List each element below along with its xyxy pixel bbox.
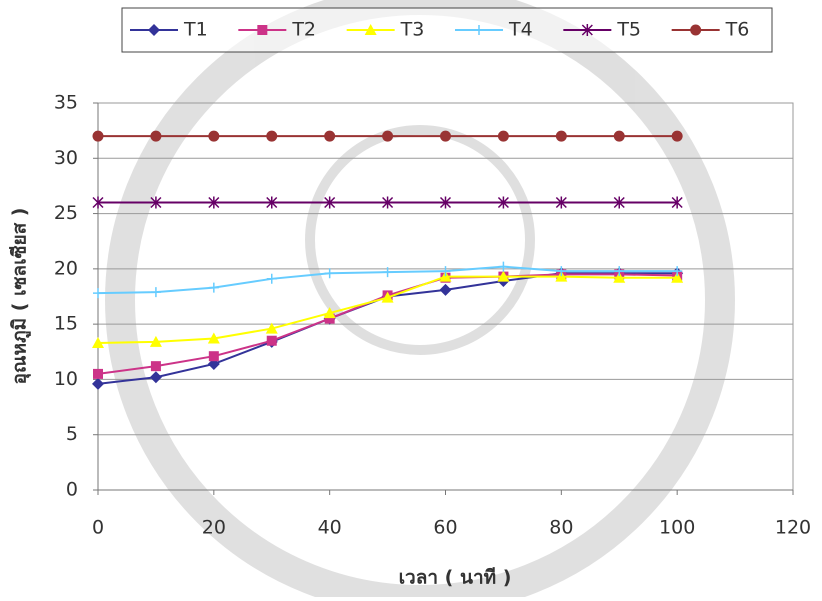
data-point: [382, 267, 393, 278]
data-point: [266, 130, 278, 142]
x-tick-label: 120: [775, 517, 811, 539]
data-point: [671, 196, 683, 209]
data-point: [324, 130, 336, 142]
y-tick-label: 5: [66, 423, 78, 445]
data-point: [555, 196, 567, 209]
data-point: [150, 196, 162, 209]
data-point: [382, 196, 394, 209]
x-tick-label: 0: [92, 517, 104, 539]
data-point: [92, 130, 104, 142]
data-point: [208, 196, 220, 209]
legend: T1 T2 T3 T4 T5 T6: [121, 7, 773, 53]
data-point: [555, 270, 568, 282]
legend-marker: [257, 25, 268, 35]
y-tick-label: 25: [54, 202, 78, 224]
data-point: [671, 271, 684, 283]
data-point: [323, 307, 336, 319]
data-point: [93, 288, 103, 299]
data-point: [207, 332, 220, 344]
data-point: [324, 196, 336, 209]
data-point: [497, 196, 509, 209]
data-point: [149, 335, 162, 347]
data-point: [92, 336, 104, 348]
data-point: [92, 196, 104, 209]
legend-label: T5: [616, 19, 641, 41]
data-point: [556, 266, 567, 277]
data-point: [382, 130, 394, 142]
data-point: [324, 268, 335, 279]
legend-label: T3: [400, 19, 425, 41]
data-point: [498, 261, 509, 272]
x-tick-label: 100: [659, 517, 695, 539]
data-point: [440, 266, 451, 277]
x-tick-label: 80: [549, 517, 573, 539]
data-point: [266, 273, 277, 284]
data-point: [671, 130, 683, 142]
data-point: [150, 361, 161, 372]
data-point: [439, 283, 452, 296]
data-point: [208, 282, 219, 293]
data-point: [149, 371, 162, 384]
watermark-emblem: [305, 125, 535, 355]
legend-marker: [364, 24, 377, 35]
data-point: [381, 291, 394, 303]
data-point: [439, 196, 452, 209]
data-point: [497, 130, 509, 142]
legend-label: T4: [508, 19, 533, 41]
data-point: [613, 130, 625, 142]
data-point: [614, 266, 625, 277]
data-point: [324, 313, 335, 324]
data-point: [266, 335, 277, 346]
legend-label: T2: [291, 19, 316, 41]
legend-marker: [148, 24, 160, 36]
legend-marker: [474, 25, 484, 35]
data-point: [613, 196, 625, 209]
legend-marker: [690, 24, 702, 36]
data-point: [150, 287, 161, 298]
y-axis-title: อุณหภูมิ ( เซลเซียส ): [9, 208, 32, 385]
y-tick-label: 30: [54, 147, 78, 169]
y-tick-label: 0: [66, 479, 78, 501]
y-tick-label: 20: [54, 257, 78, 279]
legend-label: T1: [183, 19, 208, 41]
x-tick-label: 60: [433, 517, 457, 539]
data-point: [266, 196, 278, 209]
series: [93, 261, 683, 299]
data-point: [672, 266, 683, 277]
x-axis-title: เวลา ( นาที ): [399, 567, 512, 589]
data-point: [440, 130, 451, 142]
data-point: [208, 351, 219, 362]
y-tick-label: 35: [54, 92, 78, 114]
data-point: [265, 322, 278, 334]
x-tick-label: 20: [202, 517, 226, 539]
data-point: [150, 130, 162, 142]
data-point: [93, 368, 103, 379]
data-point: [555, 130, 567, 142]
series: [92, 270, 684, 348]
data-point: [92, 377, 104, 390]
data-point: [613, 271, 626, 283]
series: [92, 130, 683, 142]
y-tick-label: 15: [54, 313, 78, 335]
data-point: [497, 270, 510, 282]
series: [92, 196, 683, 209]
data-point: [439, 270, 452, 282]
legend-box: [121, 7, 773, 53]
legend-label: T6: [725, 19, 750, 41]
y-tick-label: 10: [54, 368, 78, 390]
x-tick-label: 40: [318, 517, 342, 539]
legend-marker: [581, 24, 593, 36]
data-point: [208, 130, 220, 142]
